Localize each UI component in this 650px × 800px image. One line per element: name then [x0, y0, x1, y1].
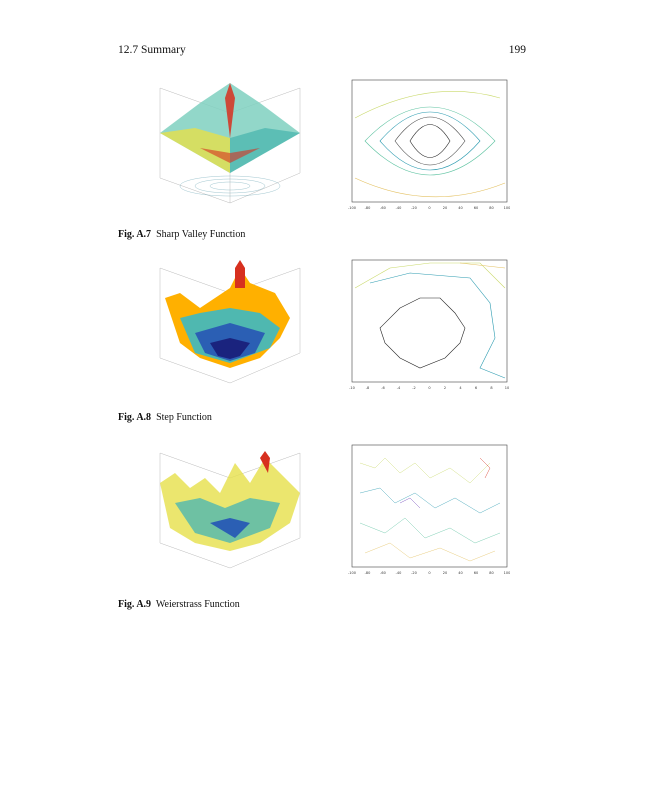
- x-tick-label: 40: [458, 571, 462, 575]
- weierstrass-contour-plot: -100 -80 -60 -40 -20 0 20 40 60 80 100: [348, 444, 510, 575]
- x-tick-label: -20: [411, 571, 417, 575]
- x-tick-label: -80: [365, 571, 371, 575]
- x-tick-label: -100: [348, 206, 356, 210]
- figure-label: Fig. A.7: [118, 229, 152, 240]
- x-tick-label: -20: [411, 206, 417, 210]
- figure-a8: -10 -8 -6 -4 -2 0 2 4 6 8 10 Fig. A.8 Step Functio…: [118, 258, 526, 428]
- contour-x-ticks: -100 -80 -60 -40 -20 0 20 40 60 80 100: [348, 571, 510, 575]
- x-tick-label: 100: [504, 571, 510, 575]
- x-tick-label: 80: [489, 571, 493, 575]
- x-tick-label: -2: [412, 386, 416, 390]
- sharp-valley-surface-plot: [159, 83, 301, 204]
- x-tick-label: 60: [474, 206, 478, 210]
- contour-x-ticks: -10 -8 -6 -4 -2 0 2 4 6 8 10: [349, 386, 509, 390]
- x-tick-label: 4: [459, 386, 462, 390]
- figure-caption: Fig. A.7 Sharp Valley Function: [118, 229, 245, 240]
- x-tick-label: 8: [490, 386, 492, 390]
- x-tick-label: 2: [444, 386, 446, 390]
- figure-a7: -100 -80 -60 -40 -20 0 20 40 60 80 100 Fig. A.7 Sh…: [118, 78, 526, 243]
- x-tick-label: -60: [380, 571, 386, 575]
- figure-title: Sharp Valley Function: [156, 229, 246, 240]
- figure-a9: -100 -80 -60 -40 -20 0 20 40 60 80 100 Fig. A.9 We…: [118, 443, 526, 613]
- contour-x-ticks: -100 -80 -60 -40 -20 0 20 40 60 80 100: [348, 206, 510, 210]
- x-tick-label: 40: [458, 206, 462, 210]
- figure-title: Weierstrass Function: [155, 599, 240, 610]
- x-tick-label: -8: [366, 386, 370, 390]
- page-number: 199: [508, 44, 526, 56]
- running-header: 12.7 Summary 199: [118, 44, 526, 62]
- x-tick-label: 0: [428, 206, 430, 210]
- x-tick-label: 0: [428, 386, 430, 390]
- x-tick-label: 10: [505, 386, 509, 390]
- step-function-contour-plot: -10 -8 -6 -4 -2 0 2 4 6 8 10: [349, 259, 509, 390]
- section-title: 12.7 Summary: [118, 44, 186, 56]
- x-tick-label: -40: [396, 206, 402, 210]
- sharp-valley-contour-plot: -100 -80 -60 -40 -20 0 20 40 60 80 100: [348, 79, 510, 210]
- x-tick-label: 60: [474, 571, 478, 575]
- figure-caption: Fig. A.9 Weierstrass Function: [118, 599, 240, 610]
- figure-title: Step Function: [156, 412, 212, 423]
- x-tick-label: 80: [489, 206, 493, 210]
- x-tick-label: -80: [365, 206, 371, 210]
- x-tick-label: 20: [443, 206, 447, 210]
- x-tick-label: -40: [396, 571, 402, 575]
- x-tick-label: -4: [397, 386, 401, 390]
- x-tick-label: 100: [504, 206, 510, 210]
- x-tick-label: -100: [348, 571, 356, 575]
- x-tick-label: -6: [381, 386, 385, 390]
- x-tick-label: 20: [443, 571, 447, 575]
- figure-caption: Fig. A.8 Step Function: [118, 412, 212, 423]
- x-tick-label: -10: [349, 386, 355, 390]
- x-tick-label: 6: [475, 386, 477, 390]
- figure-label: Fig. A.8: [118, 412, 152, 423]
- figure-label: Fig. A.9: [118, 599, 152, 610]
- x-tick-label: 0: [428, 571, 430, 575]
- x-tick-label: -60: [380, 206, 386, 210]
- step-function-surface-plot: [159, 260, 301, 384]
- weierstrass-surface-plot: [159, 451, 301, 569]
